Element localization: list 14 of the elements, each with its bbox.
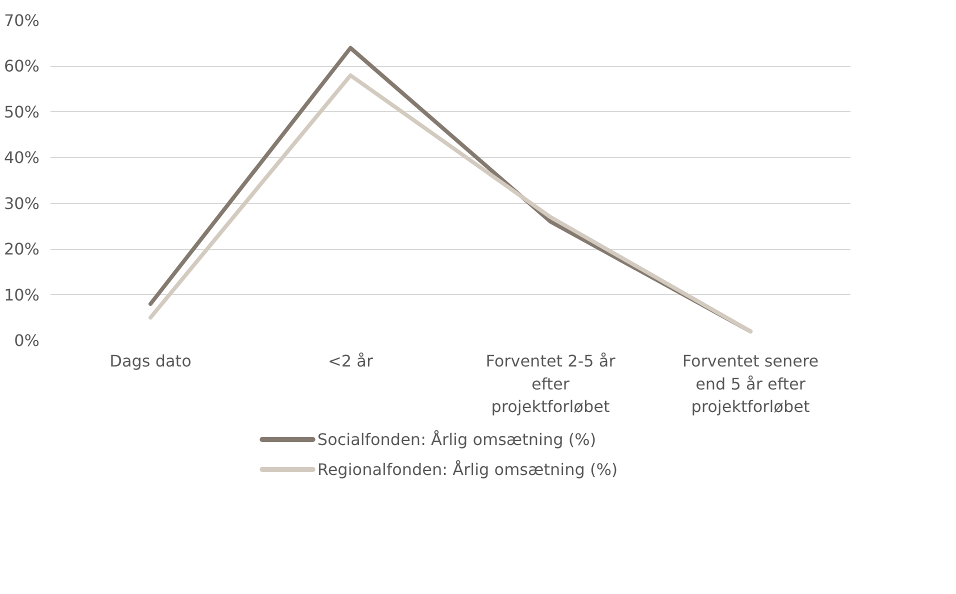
y-tick-label: 20%: [4, 240, 40, 259]
y-tick-label: 0%: [14, 331, 40, 350]
legend-label: Regionalfonden: Årlig omsætning (%): [317, 460, 618, 479]
x-tick-label: <2 år: [328, 352, 374, 370]
legend-label: Socialfonden: Årlig omsætning (%): [317, 430, 596, 449]
y-tick-label: 10%: [4, 285, 40, 304]
x-tick-label: Forventet senere end 5 år efter projektforløbet: [682, 352, 819, 416]
y-tick-label: 70%: [4, 11, 40, 30]
y-tick-label: 60%: [4, 56, 40, 76]
y-tick-label: 40%: [4, 148, 40, 168]
x-tick-label: Dags dato: [110, 352, 192, 370]
x-tick-label: Forventet 2-5 år efter projektforløbet: [486, 352, 616, 416]
y-tick-label: 50%: [4, 102, 40, 122]
y-tick-label: 30%: [4, 194, 40, 213]
